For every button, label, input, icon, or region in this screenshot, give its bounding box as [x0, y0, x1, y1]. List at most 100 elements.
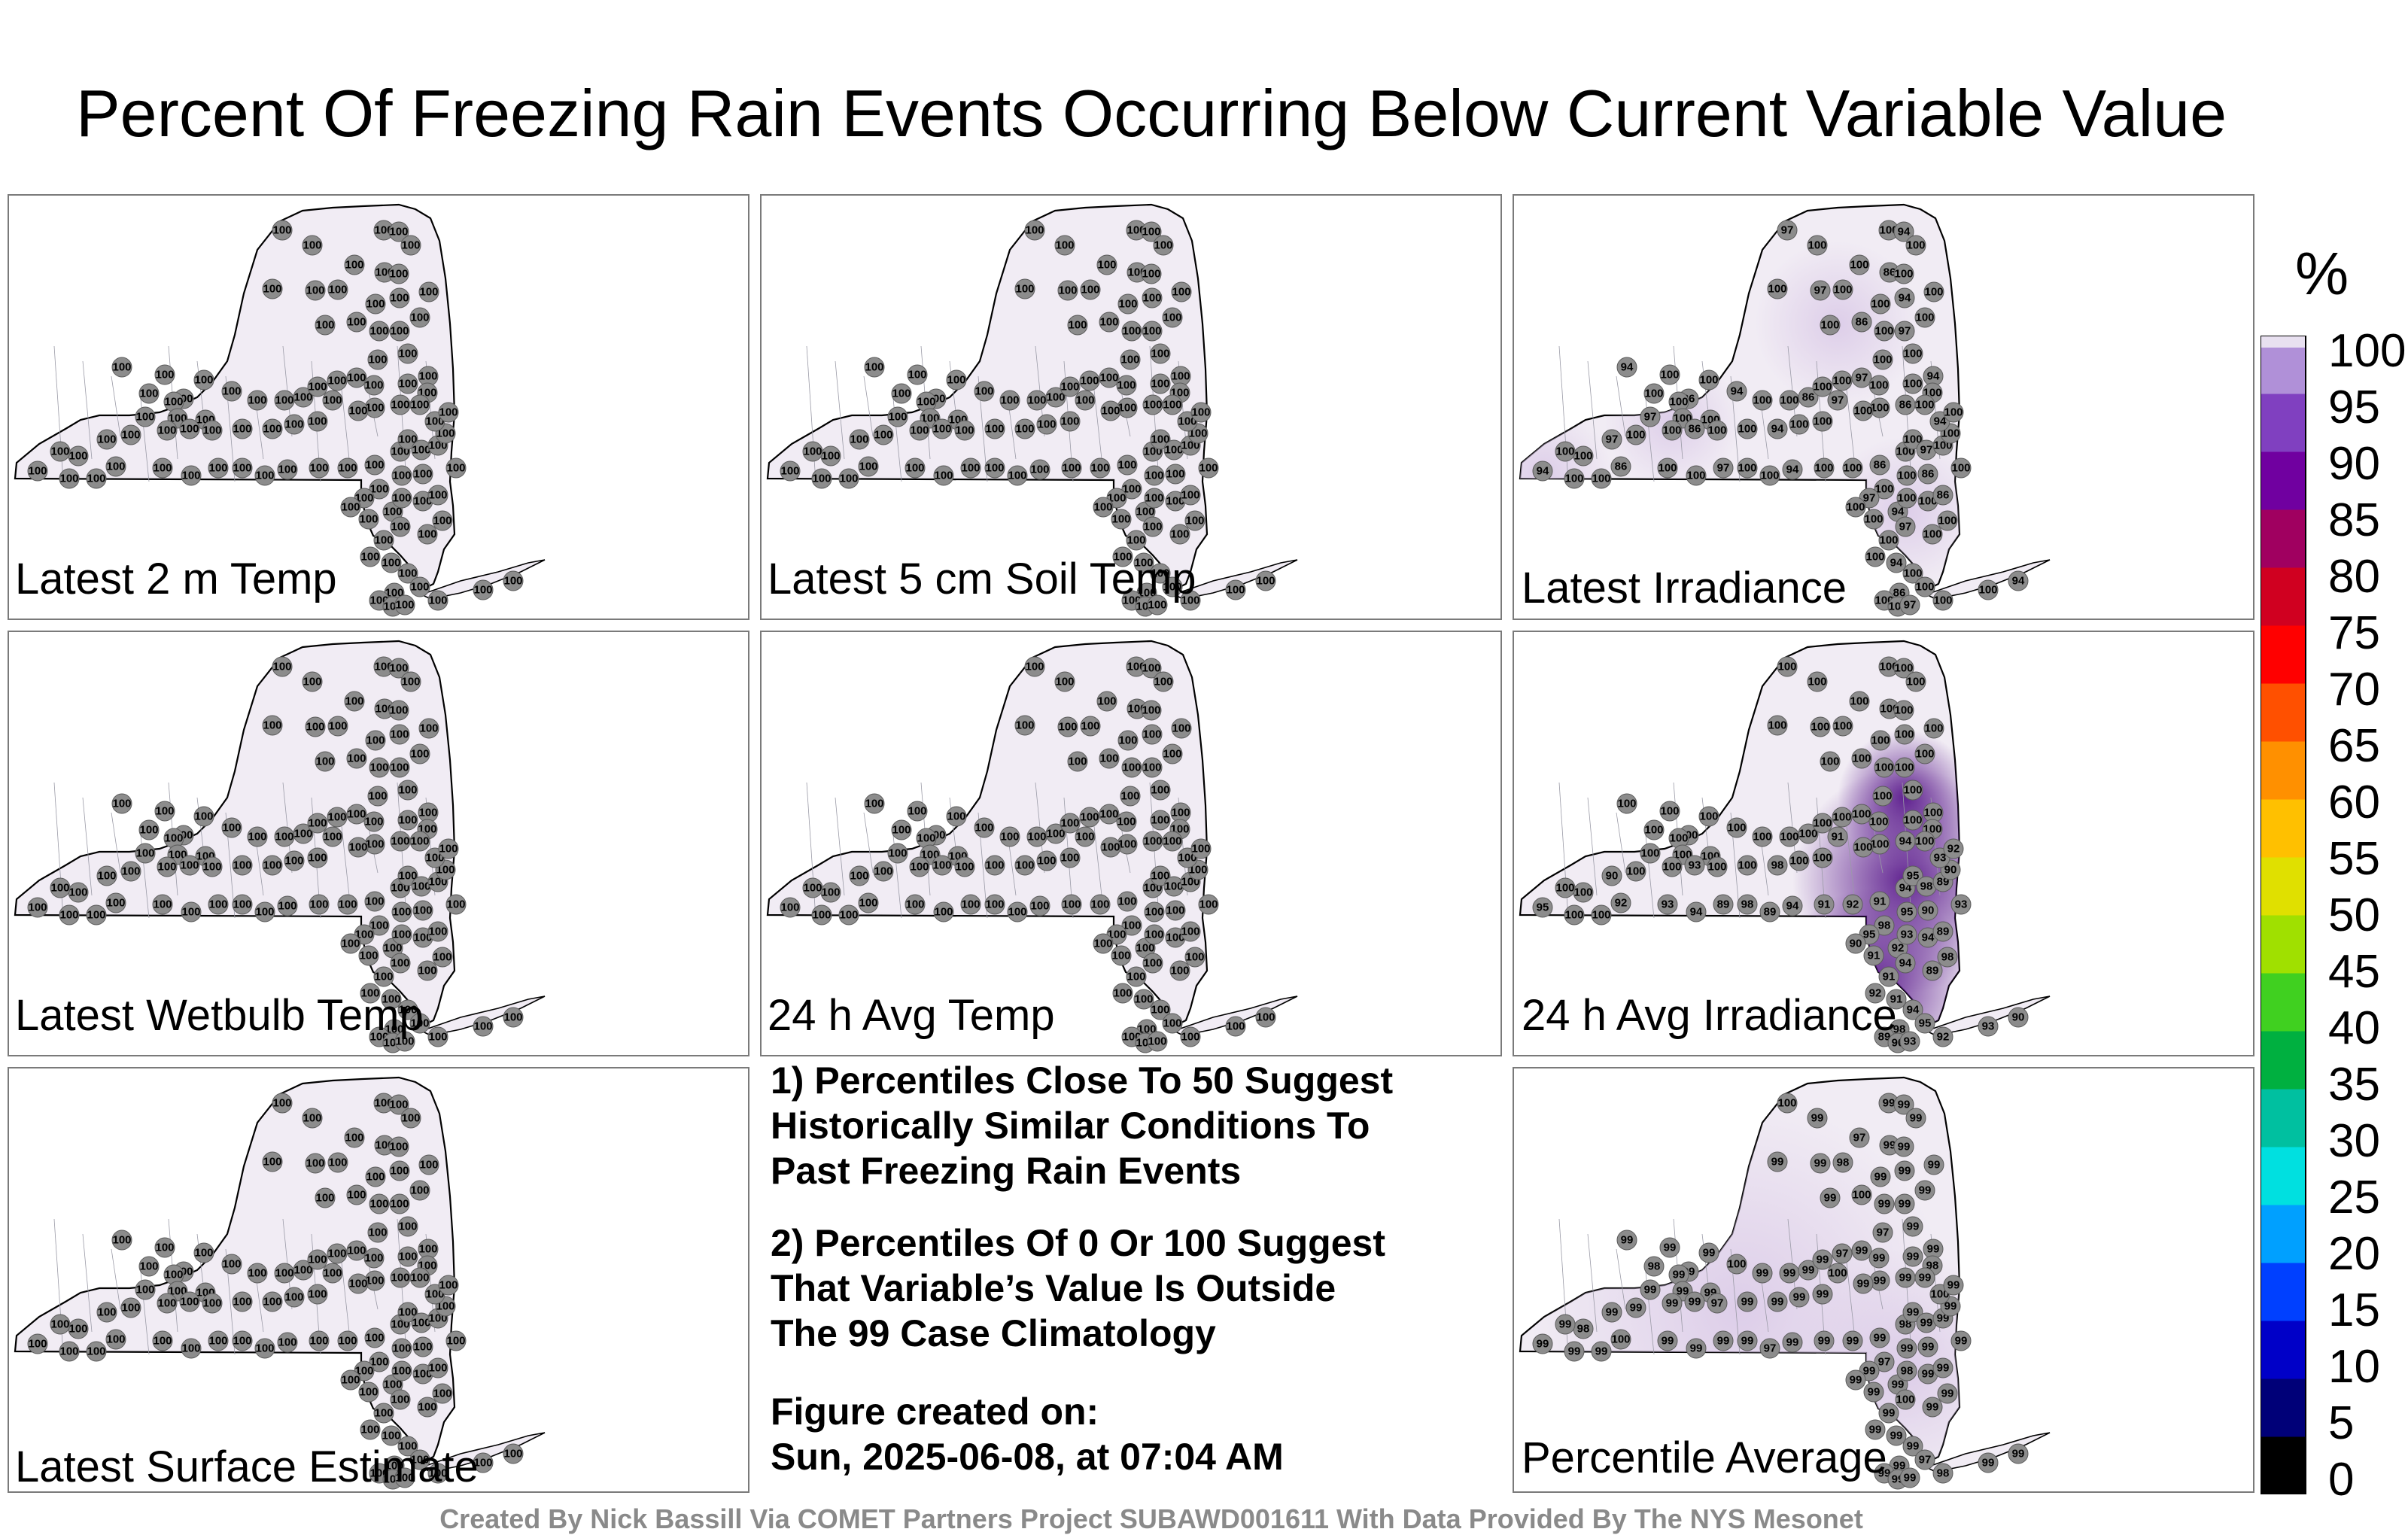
station-marker: 100 — [1142, 287, 1163, 309]
station-value: 100 — [59, 909, 78, 922]
station-marker: 100 — [358, 509, 379, 530]
station-value: 100 — [1813, 415, 1832, 428]
station-marker: 100 — [360, 1419, 381, 1440]
station-value: 100 — [164, 396, 183, 409]
station-value: 95 — [1907, 870, 1920, 883]
station-marker: 100 — [1198, 457, 1219, 479]
station-value: 100 — [255, 906, 274, 919]
station-value: 100 — [255, 470, 274, 482]
station-marker: 100 — [388, 1094, 409, 1115]
colorbar-swatch — [2261, 903, 2306, 916]
station-marker: 100 — [1075, 826, 1096, 847]
station-marker: 100 — [284, 850, 305, 871]
station-value: 98 — [1893, 1023, 1906, 1036]
station-marker: 100 — [1625, 861, 1646, 882]
station-marker: 100 — [277, 895, 298, 916]
station-value: 100 — [106, 897, 125, 910]
station-marker: 100 — [373, 530, 394, 551]
station-value: 100 — [812, 909, 831, 922]
station-value: 100 — [1871, 734, 1890, 747]
station-marker: 100 — [1591, 904, 1612, 926]
station-marker: 100 — [1061, 894, 1082, 915]
station-value: 94 — [1898, 226, 1911, 239]
station-value: 95 — [1537, 901, 1549, 914]
station-value: 100 — [908, 369, 926, 381]
station-value: 100 — [391, 1272, 409, 1284]
county-line — [1616, 1248, 1626, 1310]
station-value: 97 — [1644, 411, 1657, 424]
station-marker: 100 — [1142, 516, 1163, 537]
station-value: 100 — [1853, 841, 1872, 854]
station-value: 100 — [392, 906, 411, 919]
station-marker: 91 — [1878, 966, 1899, 987]
station-value: 100 — [272, 224, 291, 237]
station-value: 100 — [1879, 534, 1898, 547]
panel-latest-surface-estimate: 100 100 100 100 100 100 100 100 100 100 100 100 100 1… — [8, 1067, 749, 1493]
colorbar-swatch — [2261, 718, 2306, 731]
station-value: 100 — [106, 1333, 125, 1346]
station-value: 100 — [985, 898, 1004, 911]
station-marker: 99 — [1625, 1297, 1646, 1318]
station-value: 100 — [360, 1424, 379, 1436]
station-marker: 100 — [473, 1452, 494, 1473]
station-marker: 99 — [1842, 1330, 1863, 1351]
station-value: 99 — [1786, 1336, 1799, 1349]
station-marker: 86 — [1932, 485, 1953, 506]
colorbar-tick-label: 75 — [2328, 607, 2380, 659]
station-marker: 100 — [1090, 457, 1111, 479]
station-value: 100 — [383, 942, 402, 955]
station-marker: 100 — [373, 1093, 394, 1114]
station-value: 99 — [1899, 1198, 1911, 1211]
station-marker: 100 — [390, 1389, 411, 1410]
station-value: 100 — [398, 814, 417, 827]
station-value: 100 — [961, 462, 980, 475]
station-value: 86 — [1802, 391, 1815, 404]
station-marker: 100 — [409, 1267, 430, 1288]
station-marker: 99 — [1899, 1467, 1920, 1488]
colorbar-swatch — [2261, 1216, 2306, 1229]
station-value: 94 — [1537, 465, 1549, 478]
colorbar-tick-label: 100 — [2328, 325, 2406, 377]
station-value: 99 — [1666, 1297, 1679, 1310]
station-marker: 100 — [984, 855, 1005, 876]
station-marker: 91 — [1814, 894, 1835, 915]
station-marker: 100 — [1812, 376, 1833, 397]
station-value: 99 — [1783, 1267, 1796, 1280]
station-marker: 91 — [1863, 945, 1884, 966]
station-marker: 100 — [1874, 479, 1895, 500]
station-value: 100 — [308, 415, 327, 428]
station-marker: 100 — [309, 1330, 330, 1351]
station-value: 97 — [1711, 1297, 1724, 1310]
station-marker: 100 — [202, 420, 223, 441]
station-value: 100 — [1903, 814, 1922, 827]
station-value: 100 — [1924, 722, 1943, 735]
station-marker: 93 — [1899, 1031, 1920, 1052]
station-marker: 100 — [307, 847, 328, 868]
station-value: 100 — [338, 898, 357, 911]
station-value: 93 — [1689, 859, 1701, 872]
station-marker: 100 — [1878, 656, 1899, 677]
station-marker: 100 — [232, 855, 253, 876]
station-marker: 100 — [1812, 813, 1833, 834]
station-marker: 98 — [1896, 1360, 1917, 1382]
station-marker: 100 — [193, 806, 214, 827]
station-marker: 100 — [1659, 364, 1680, 385]
station-marker: 100 — [105, 892, 126, 913]
station-value: 99 — [1814, 1157, 1827, 1170]
station-marker: 99 — [2008, 1443, 2029, 1464]
colorbar-swatch — [2261, 1169, 2306, 1182]
colorbar-swatch — [2261, 764, 2306, 777]
station-marker: 100 — [1668, 391, 1689, 412]
station-marker: 99 — [1851, 1240, 1872, 1261]
station-value: 100 — [315, 1192, 334, 1205]
station-value: 100 — [1178, 415, 1196, 428]
station-value: 100 — [446, 898, 465, 911]
station-marker: 100 — [284, 1287, 305, 1308]
station-marker: 100 — [887, 406, 908, 427]
station-marker: 100 — [120, 1297, 141, 1318]
station-value: 100 — [315, 319, 334, 332]
station-value: 100 — [364, 1252, 383, 1265]
station-value: 94 — [1899, 292, 1911, 305]
station-value: 89 — [1717, 898, 1730, 911]
station-value: 99 — [1802, 1264, 1815, 1277]
